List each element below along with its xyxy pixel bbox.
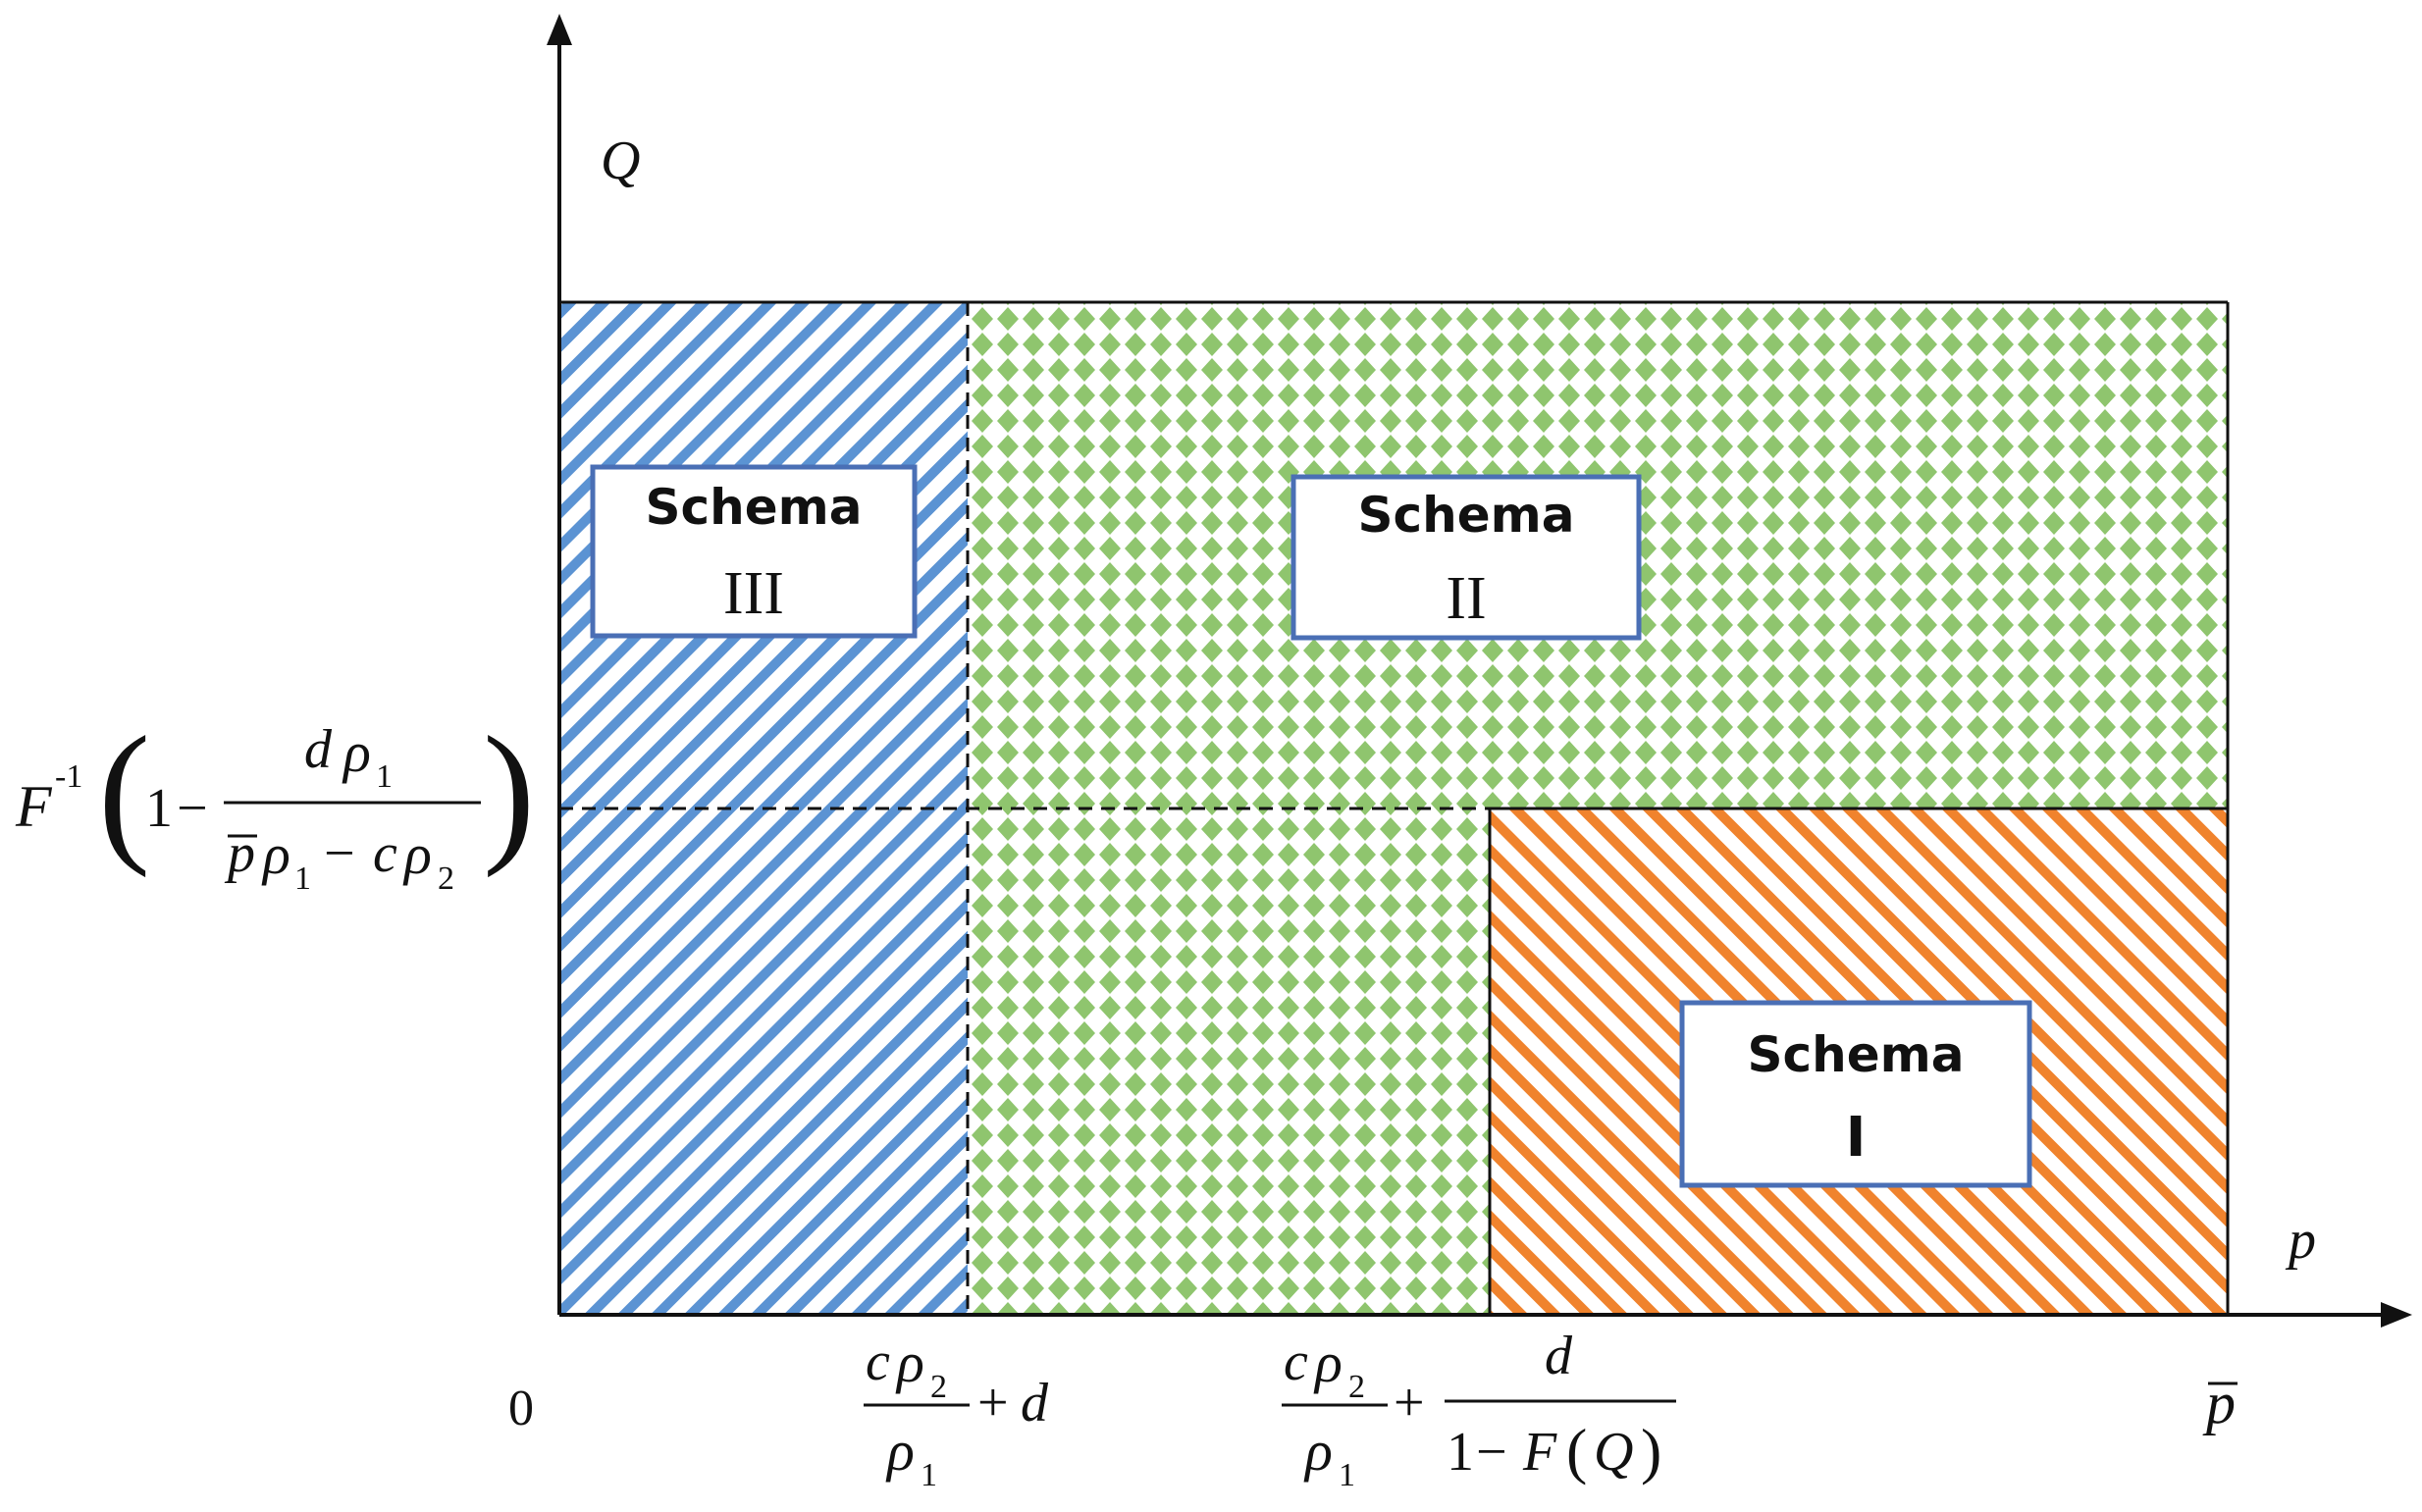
y-threshold-num-sub1: 1 bbox=[376, 758, 393, 795]
y-threshold-den-minus: − bbox=[324, 823, 355, 884]
y-threshold-den-sub1: 1 bbox=[294, 860, 311, 897]
x-threshold-2-c: c bbox=[1284, 1331, 1308, 1392]
y-threshold-den-rho1: ρ bbox=[261, 822, 290, 886]
y-threshold-label: F -1 ( 1 − d ρ 1 p ρ 1 − c ρ 2 ) bbox=[15, 704, 535, 897]
label-schema-iii: Schema III bbox=[590, 464, 918, 639]
x-threshold-2-minus: − bbox=[1476, 1422, 1507, 1483]
x-threshold-1-plus: + bbox=[977, 1373, 1009, 1434]
origin-label: 0 bbox=[508, 1381, 534, 1436]
x-threshold-2-F: F bbox=[1522, 1422, 1557, 1483]
y-threshold-exponent: -1 bbox=[55, 758, 82, 795]
x-threshold-1-d: d bbox=[1021, 1373, 1049, 1434]
y-threshold-num-d: d bbox=[304, 719, 333, 780]
x-threshold-2-d: d bbox=[1545, 1326, 1573, 1386]
y-threshold-lparen: ( bbox=[98, 704, 150, 878]
x-threshold-2-rho2: ρ bbox=[1313, 1330, 1343, 1394]
label-numeral-schema-iii: III bbox=[723, 560, 784, 627]
x-threshold-2-sub2: 2 bbox=[1348, 1369, 1365, 1405]
label-box-schema-iii bbox=[590, 464, 918, 639]
label-box-schema-i bbox=[1679, 1000, 2032, 1188]
y-threshold-den-sub2: 2 bbox=[438, 860, 454, 897]
label-numeral-schema-i: I bbox=[1846, 1106, 1867, 1170]
x-axis-arrow bbox=[2381, 1302, 2412, 1328]
label-title-schema-i: Schema bbox=[1748, 1026, 1965, 1083]
x-axis-label: p bbox=[2285, 1210, 2316, 1271]
y-threshold-den-p: p bbox=[224, 823, 255, 884]
label-schema-i: Schema I bbox=[1679, 1000, 2032, 1188]
x-threshold-2-plus: + bbox=[1394, 1373, 1425, 1434]
label-numeral-schema-ii: II bbox=[1446, 565, 1486, 632]
x-threshold-2-rparen: ) bbox=[1641, 1416, 1661, 1486]
y-threshold-num-rho: ρ bbox=[342, 720, 371, 784]
p-bar-label: p bbox=[2202, 1371, 2236, 1435]
x-threshold-2-sub1: 1 bbox=[1339, 1457, 1355, 1493]
x-threshold-1-label: c ρ 2 ρ 1 + d bbox=[864, 1330, 1049, 1493]
y-threshold-rparen: ) bbox=[483, 704, 535, 878]
x-threshold-2-label: c ρ 2 ρ 1 + d 1 − F ( Q ) bbox=[1282, 1326, 1676, 1493]
y-threshold-den-rho2: ρ bbox=[402, 822, 432, 886]
y-threshold-den-c: c bbox=[373, 823, 397, 884]
y-threshold-one: 1 bbox=[145, 778, 173, 839]
x-threshold-2-one: 1 bbox=[1447, 1422, 1474, 1483]
x-threshold-1-sub1: 1 bbox=[921, 1457, 937, 1493]
x-threshold-1-c: c bbox=[866, 1331, 890, 1392]
label-title-schema-ii: Schema bbox=[1358, 487, 1575, 544]
x-threshold-1-rho1: ρ bbox=[885, 1419, 915, 1483]
y-threshold-func: F bbox=[15, 774, 53, 839]
region-schema-ii-lower bbox=[968, 808, 1490, 1315]
y-axis-arrow bbox=[547, 14, 572, 45]
x-threshold-2-lparen: ( bbox=[1566, 1416, 1587, 1486]
y-axis-label: Q bbox=[601, 130, 640, 191]
y-threshold-minus: − bbox=[177, 778, 208, 839]
label-box-schema-ii bbox=[1290, 474, 1642, 641]
x-threshold-2-Q: Q bbox=[1594, 1422, 1633, 1483]
label-schema-ii: Schema II bbox=[1290, 474, 1642, 641]
x-threshold-2-rho1: ρ bbox=[1303, 1419, 1333, 1483]
x-threshold-1-sub2: 2 bbox=[930, 1369, 947, 1405]
x-threshold-1-rho2: ρ bbox=[895, 1330, 924, 1394]
label-title-schema-iii: Schema bbox=[646, 479, 863, 536]
